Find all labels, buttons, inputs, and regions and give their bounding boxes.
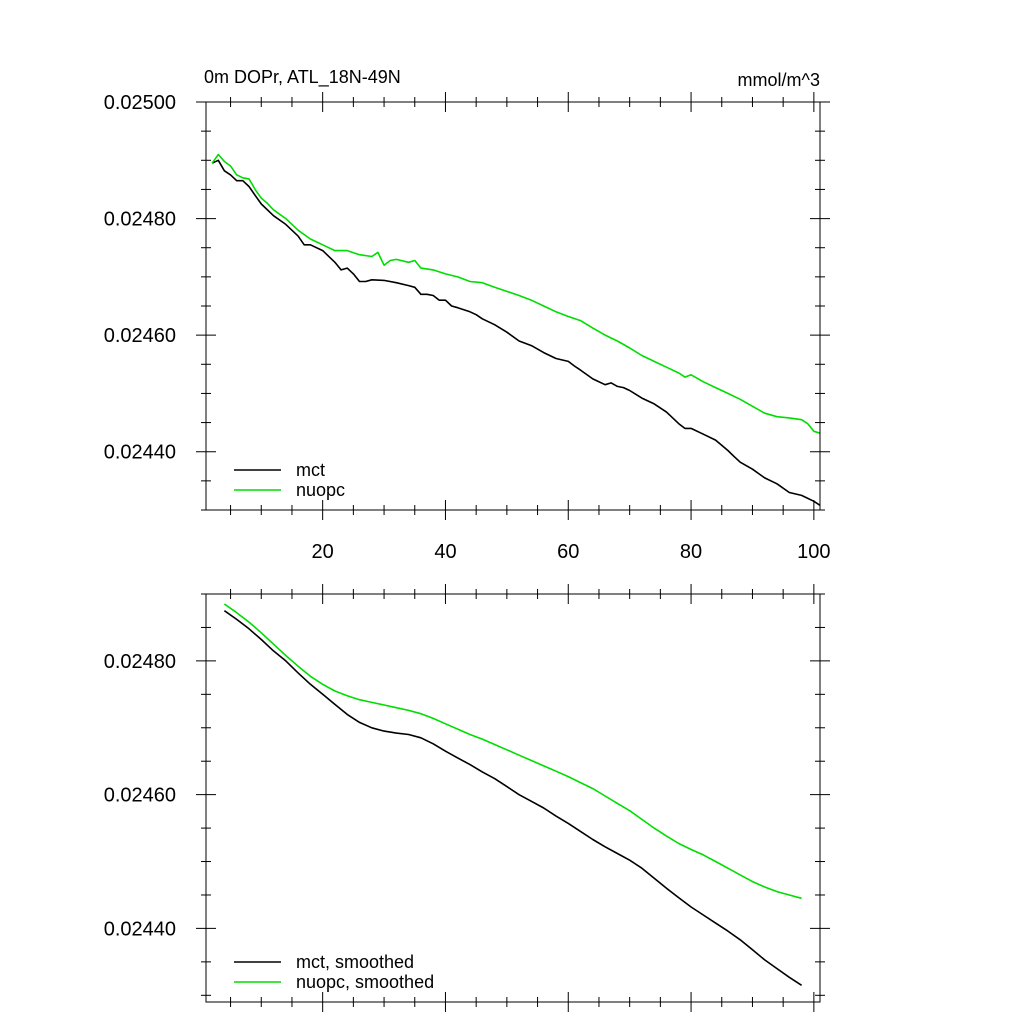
x-tick-label: 20 [312,541,334,563]
y-tick-label: 0.02460 [104,325,176,347]
x-tick-label: 100 [797,541,830,563]
top-plot-area: 20 40 60 80 100 0.02440 0.02460 0.02480 0.02500 [104,92,831,563]
y-tick-label: 0.02440 [104,918,176,940]
legend-label-mct: mct [296,460,325,480]
series-line-nuopc-smoothed [223,603,802,900]
y-tick-label: 0.02500 [104,92,176,114]
y-tick-label: 0.02480 [104,209,176,231]
bottom-panel: 0.02440 0.02460 0.02480 mct, smoothed nuop… [104,584,830,1012]
y-tick-label: 0.02460 [104,785,176,807]
top-legend: mct nuopc [234,460,345,500]
chart-title: 0m DOPr, ATL_18N-49N [204,67,401,88]
legend-label-mct-smoothed: mct, smoothed [296,952,414,972]
series-line-mct [211,159,821,506]
top-panel: 0m DOPr, ATL_18N-49N mmol/m^3 20 40 60 80 10… [104,67,831,563]
bottom-plot-frame [205,593,821,1003]
bottom-plot-area: 0.02440 0.02460 0.02480 [104,584,830,1012]
y-tick-label: 0.02440 [104,442,176,464]
top-plot-frame [205,101,821,511]
x-tick-label: 60 [557,541,579,563]
series-line-nuopc [211,153,821,434]
x-tick-label: 80 [680,541,702,563]
bottom-legend: mct, smoothed nuopc, smoothed [234,952,434,992]
legend-label-nuopc-smoothed: nuopc, smoothed [296,972,434,992]
series-line-mct-smoothed [223,610,803,986]
y-tick-label: 0.02480 [104,651,176,673]
legend-label-nuopc: nuopc [296,480,345,500]
x-tick-label: 40 [434,541,456,563]
units-label: mmol/m^3 [738,70,820,90]
